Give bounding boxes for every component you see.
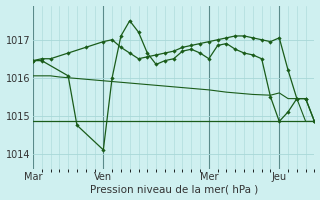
X-axis label: Pression niveau de la mer( hPa ): Pression niveau de la mer( hPa ) [90,184,258,194]
